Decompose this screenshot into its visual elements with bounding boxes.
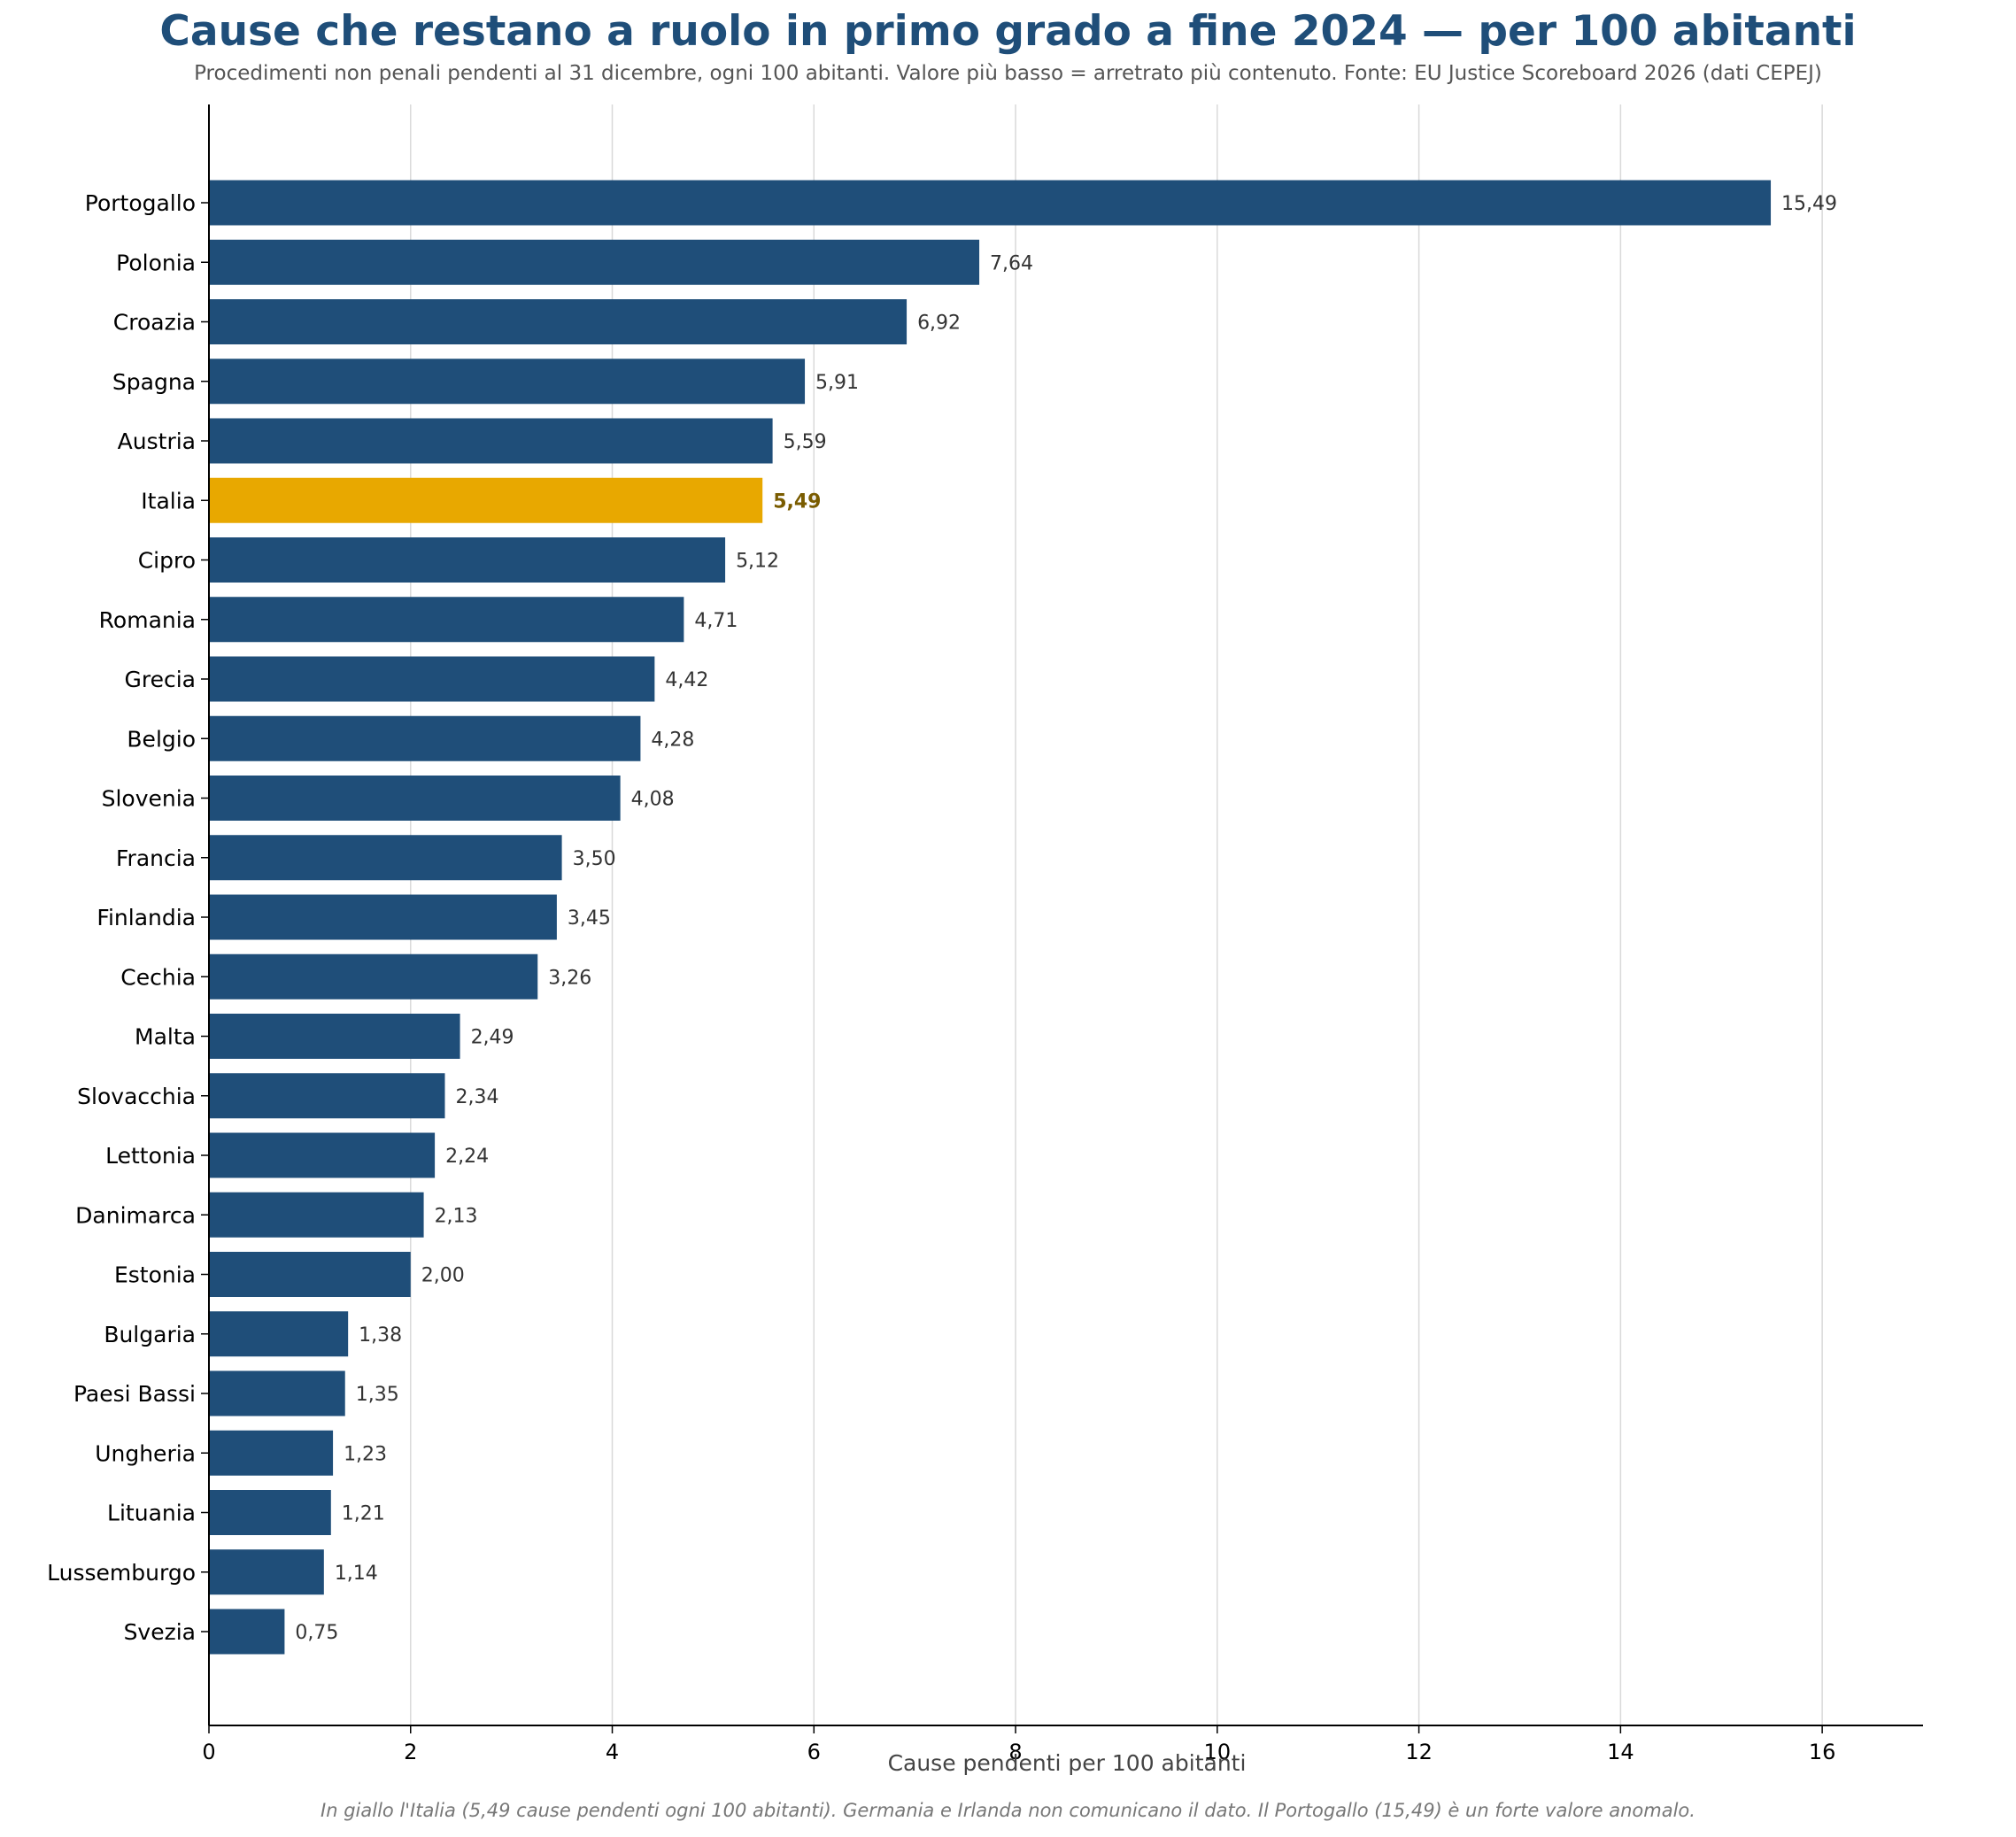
bar-austria — [209, 418, 773, 464]
category-label: Bulgaria — [104, 1322, 196, 1347]
bar-svezia — [209, 1609, 285, 1655]
x-axis-title: Cause pendenti per 100 abitanti — [888, 1750, 1247, 1776]
bar-estonia — [209, 1252, 411, 1297]
category-label: Lussemburgo — [47, 1560, 196, 1586]
bar-spagna — [209, 359, 806, 405]
value-label: 1,14 — [335, 1563, 378, 1585]
x-tick-label: 6 — [807, 1740, 821, 1764]
bar-croazia — [209, 299, 908, 344]
value-label: 2,13 — [435, 1205, 478, 1227]
category-label: Danimarca — [75, 1202, 196, 1228]
value-label: 2,49 — [471, 1027, 514, 1049]
bar-lettonia — [209, 1132, 436, 1178]
bar-danimarca — [209, 1192, 424, 1238]
bar-romania — [209, 597, 684, 643]
chart-title: Cause che restano a ruolo in primo grado… — [159, 7, 1857, 56]
value-label: 3,50 — [573, 848, 616, 870]
value-label: 1,21 — [342, 1503, 385, 1525]
category-label: Polonia — [116, 250, 196, 275]
x-tick-label: 8 — [1008, 1740, 1022, 1764]
bar-malta — [209, 1014, 460, 1059]
x-tick-label: 14 — [1607, 1740, 1634, 1764]
x-tick-label: 2 — [404, 1740, 417, 1764]
category-label: Svezia — [124, 1619, 196, 1645]
x-tick-label: 16 — [1809, 1740, 1836, 1764]
value-label: 2,34 — [455, 1086, 498, 1108]
x-tick-label: 0 — [202, 1740, 215, 1764]
category-label: Portogallo — [85, 190, 196, 216]
x-tick-label: 12 — [1405, 1740, 1433, 1764]
value-label: 4,71 — [694, 610, 738, 632]
category-label: Italia — [141, 488, 196, 513]
category-label: Austria — [118, 428, 196, 454]
category-label: Estonia — [114, 1262, 196, 1288]
chart-footnote: In giallo l'Italia (5,49 cause pendenti … — [321, 1800, 1695, 1821]
category-label: Slovenia — [102, 786, 196, 812]
bar-lussemburgo — [209, 1549, 324, 1595]
value-label: 0,75 — [295, 1622, 338, 1644]
bar-ungheria — [209, 1430, 334, 1476]
value-label: 1,38 — [359, 1324, 402, 1347]
chart-subtitle: Procedimenti non penali pendenti al 31 d… — [194, 62, 1822, 85]
value-label: 5,12 — [736, 551, 779, 573]
value-label: 2,00 — [421, 1265, 465, 1287]
bar-italia — [209, 477, 763, 523]
x-tick-label: 10 — [1204, 1740, 1232, 1764]
category-label: Lettonia — [105, 1143, 196, 1169]
bar-bulgaria — [209, 1311, 349, 1357]
category-label: Slovacchia — [77, 1084, 196, 1109]
category-label: Francia — [116, 845, 196, 871]
category-label: Grecia — [125, 667, 197, 692]
bar-cipro — [209, 537, 726, 583]
bar-finlandia — [209, 894, 557, 940]
value-label: 5,59 — [784, 431, 827, 453]
bar-belgio — [209, 715, 641, 761]
bar-portogallo — [209, 180, 1772, 226]
bars — [209, 180, 1772, 1655]
category-label: Spagna — [112, 369, 196, 395]
category-label: Croazia — [113, 310, 196, 336]
value-label: 3,45 — [568, 907, 611, 930]
category-label: Lituania — [107, 1501, 196, 1526]
value-label: 4,42 — [665, 669, 708, 691]
bar-cechia — [209, 953, 538, 1000]
labels: 0 2 4 6 8 10 12 14 16 Portogallo 15,49 Polonia 7,64 C… — [47, 190, 1837, 1764]
category-label: Malta — [135, 1024, 196, 1050]
value-label: 1,23 — [344, 1443, 387, 1465]
x-tick-label: 4 — [606, 1740, 619, 1764]
value-label: 6,92 — [917, 313, 961, 335]
value-label: 4,28 — [651, 729, 694, 751]
category-label: Paesi Bassi — [73, 1381, 196, 1407]
bar-francia — [209, 835, 562, 881]
value-label: 2,24 — [445, 1146, 489, 1168]
bar-polonia — [209, 239, 980, 285]
value-label: 4,08 — [631, 789, 675, 811]
value-label: 7,64 — [990, 252, 1033, 274]
category-label: Ungheria — [95, 1440, 196, 1466]
value-label: 3,26 — [548, 967, 591, 989]
gridlines — [410, 104, 1823, 1725]
value-label: 5,49 — [773, 490, 821, 513]
bar-lituania — [209, 1490, 331, 1535]
value-label: 1,35 — [356, 1384, 399, 1406]
bar-grecia — [209, 656, 655, 702]
category-label: Finlandia — [97, 905, 196, 930]
category-label: Romania — [99, 607, 196, 633]
category-label: Cechia — [120, 964, 196, 990]
bar-paesi-bassi — [209, 1370, 345, 1416]
value-label: 5,91 — [815, 372, 859, 394]
bar-slovacchia — [209, 1073, 445, 1119]
category-label: Belgio — [127, 726, 196, 752]
category-label: Cipro — [138, 548, 196, 574]
axes — [208, 104, 1923, 1726]
value-label: 15,49 — [1781, 193, 1837, 215]
bar-slovenia — [209, 776, 621, 821]
